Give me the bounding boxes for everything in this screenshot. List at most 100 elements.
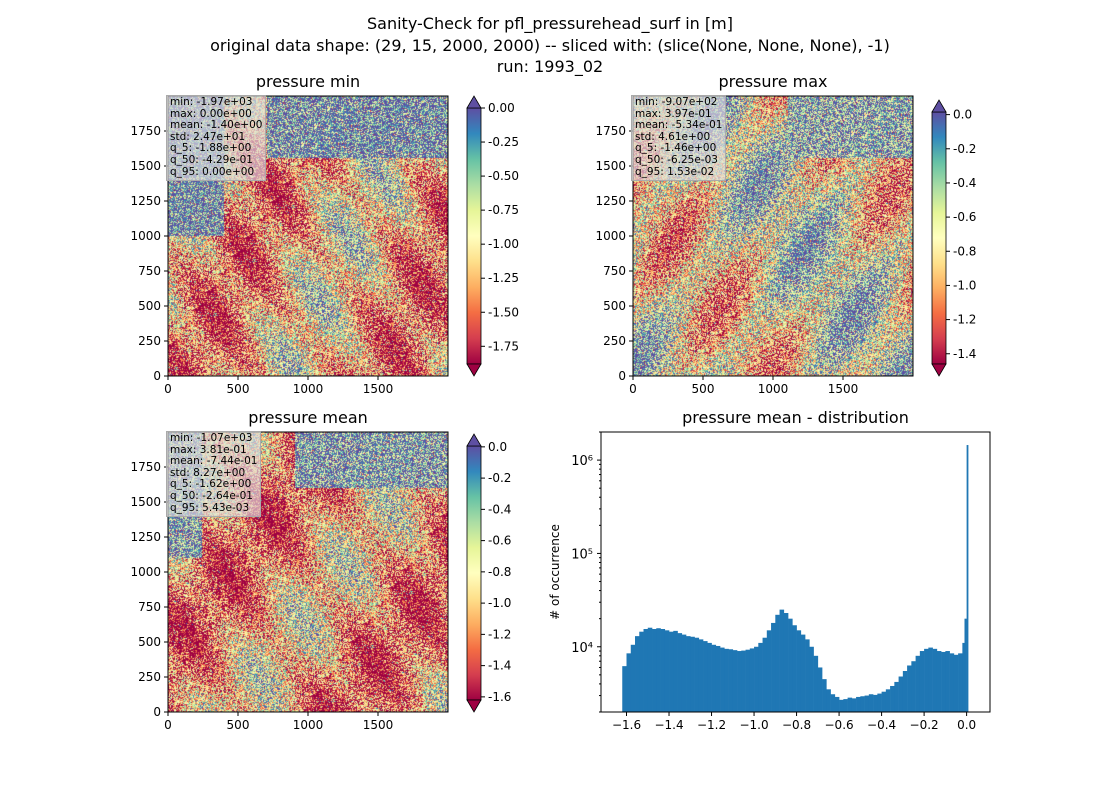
histogram-bar	[873, 694, 878, 712]
x-tick-label: 1000	[293, 718, 324, 732]
histogram-bar	[924, 648, 929, 712]
colorbar-tick-label: -0.50	[488, 169, 519, 183]
x-tick-label: −1.2	[697, 718, 726, 732]
colorbar-tick-label: -1.75	[488, 339, 519, 353]
histogram-bar	[826, 689, 831, 712]
histogram-bar	[851, 698, 857, 712]
histogram-bar	[656, 628, 661, 712]
y-tick-label: 750	[603, 264, 626, 278]
y-tick-label: 1250	[130, 530, 161, 544]
histogram-bar	[766, 630, 772, 712]
histogram-bar	[681, 634, 687, 712]
stat-max: max: 3.97e-01	[635, 107, 712, 120]
y-tick-label: 1000	[130, 565, 161, 579]
stat-mean: mean: -1.40e+00	[170, 119, 263, 132]
stat-q5: q_5: -1.62e+00	[170, 478, 252, 491]
histogram-bar	[868, 694, 874, 712]
y-tick-label: 750	[138, 600, 161, 614]
histogram-bar	[669, 631, 674, 712]
colorbar-tick-label: -0.2	[953, 142, 976, 156]
histogram-bar	[660, 628, 666, 712]
histogram-bar	[715, 645, 721, 712]
stat-q5: q_5: -1.88e+00	[170, 142, 252, 155]
histogram-bar	[864, 695, 870, 712]
stat-min: min: -9.07e+02	[635, 96, 718, 108]
histogram-bar	[711, 644, 717, 712]
figure-suptitle-line1: Sanity-Check for pfl_pressurehead_surf i…	[367, 14, 733, 33]
histogram-bar	[647, 627, 653, 712]
axes-frame-distribution	[600, 431, 991, 713]
stat-mean: mean: -7.44e-01	[170, 455, 258, 468]
y-tick-label: 1500	[130, 159, 161, 173]
histogram-bar	[643, 628, 649, 712]
histogram-bar	[919, 651, 925, 712]
stat-std: std: 8.27e+00	[170, 466, 246, 479]
x-tick-label: 0.0	[957, 718, 976, 732]
histogram-bar	[779, 609, 785, 712]
histogram-bar	[805, 639, 810, 712]
colorbar-extend-bottom	[931, 363, 947, 377]
histogram-bar	[707, 642, 712, 712]
colorbar-tick-label: 0.00	[488, 101, 515, 115]
histogram-bar	[737, 651, 742, 712]
stats-box-pressure-max: min: -9.07e+02 max: 3.97e-01 mean: -5.34…	[631, 95, 727, 182]
colorbar-tick-label: 0.0	[488, 440, 507, 454]
stat-max: max: 0.00e+00	[170, 107, 252, 120]
histogram-bar	[783, 613, 789, 712]
histogram-bar	[907, 665, 912, 712]
stat-std: std: 4.61e+00	[635, 130, 711, 143]
colorbar-tick-label: -1.50	[488, 305, 519, 319]
y-tick-label: 0	[618, 369, 626, 383]
x-tick-label: 1500	[363, 382, 394, 396]
colorbar-tick-label: -1.4	[488, 659, 511, 673]
histogram-bar	[911, 661, 916, 712]
x-tick-label: −1.6	[612, 718, 641, 732]
colorbar-tick-label: -1.0	[953, 278, 976, 292]
histogram-bar	[792, 625, 797, 712]
y-tick-label: 250	[603, 334, 626, 348]
histogram-bar	[809, 646, 814, 712]
histogram-bar	[945, 651, 950, 712]
y-tick-label: 0	[153, 705, 161, 719]
stats-box-pressure-mean: min: -1.07e+03 max: 3.81e-01 mean: -7.44…	[166, 431, 262, 518]
histogram-bar	[771, 622, 776, 712]
y-tick-label: 250	[138, 334, 161, 348]
colorbar-mean	[466, 445, 482, 701]
y-tick-label: 1750	[130, 124, 161, 138]
y-tick-label: 1250	[130, 194, 161, 208]
y-axis-label: # of occurrence	[548, 524, 562, 620]
histogram-bar	[626, 653, 632, 712]
histogram-bar	[902, 670, 908, 712]
histogram-bar	[932, 648, 938, 712]
histogram-bar	[745, 649, 751, 712]
x-tick-label: 1500	[828, 382, 859, 396]
histogram-bar	[860, 696, 865, 712]
panel-title-pressure-max: pressure max	[718, 72, 828, 91]
y-tick-label: 10⁴	[571, 641, 593, 656]
stat-q95: q_95: 5.43e-03	[170, 501, 250, 514]
stat-std: std: 2.47e+01	[170, 130, 246, 143]
histogram-bar	[843, 699, 848, 712]
histogram-bar	[694, 637, 700, 712]
y-tick-label: 0	[153, 369, 161, 383]
y-tick-label: 1000	[130, 229, 161, 243]
histogram-bar	[953, 654, 959, 712]
y-tick-label: 1500	[130, 495, 161, 509]
histogram-bar	[720, 647, 725, 712]
x-tick-label: −0.8	[782, 718, 811, 732]
histogram-bar	[677, 633, 683, 712]
histogram-bar	[949, 653, 955, 712]
colorbar-tick-label: -1.6	[488, 690, 511, 704]
x-tick-label: 1500	[363, 718, 394, 732]
histogram-bar	[915, 655, 921, 712]
x-tick-label: 500	[692, 382, 715, 396]
x-tick-label: −0.6	[825, 718, 854, 732]
stat-q50: q_50: -2.64e-01	[170, 489, 253, 502]
y-tick-label: 500	[138, 299, 161, 313]
histogram-bar	[941, 651, 946, 712]
histogram-bar	[958, 653, 963, 712]
histogram-bar	[894, 681, 899, 712]
colorbar-tick-label: -1.0	[488, 596, 511, 610]
x-tick-label: 1000	[293, 382, 324, 396]
